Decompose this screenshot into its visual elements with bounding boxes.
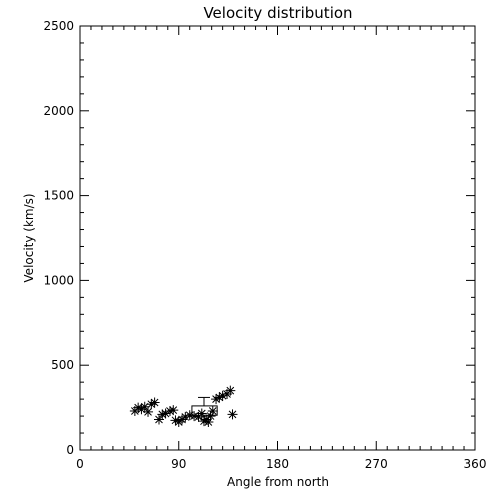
- y-tick-label: 500: [51, 358, 74, 372]
- data-point: [196, 408, 207, 419]
- y-axis-label: Velocity (km/s): [22, 193, 36, 282]
- x-tick-label: 180: [266, 457, 289, 471]
- y-tick-label: 0: [66, 443, 74, 457]
- y-tick-label: 1500: [43, 189, 74, 203]
- x-axis-label: Angle from north: [227, 475, 329, 489]
- axis-ticks: [79, 25, 476, 451]
- x-tick-label: 0: [76, 457, 84, 471]
- data-point: [180, 411, 191, 422]
- data-point: [205, 411, 216, 422]
- data-point: [170, 415, 181, 426]
- data-point: [146, 399, 157, 410]
- chart-title: Velocity distribution: [203, 4, 352, 22]
- data-point: [164, 405, 175, 416]
- data-point: [225, 385, 236, 396]
- data-point: [136, 404, 147, 415]
- data-points: [129, 385, 238, 428]
- data-point: [227, 409, 238, 420]
- data-point: [133, 402, 144, 413]
- data-point: [211, 394, 222, 405]
- x-tick-label: 360: [464, 457, 487, 471]
- data-point: [154, 414, 164, 425]
- data-point: [217, 390, 228, 401]
- data-point: [189, 411, 200, 422]
- data-point: [143, 406, 154, 417]
- data-point: [139, 401, 150, 412]
- data-point: [149, 397, 160, 408]
- y-tick-label: 2000: [43, 104, 74, 118]
- x-tick-label: 270: [365, 457, 388, 471]
- axis-tick-labels: 0 90 180 270 360 0 500 1000 1500 2000 2500: [43, 19, 486, 471]
- x-tick-label: 90: [171, 457, 186, 471]
- y-tick-label: 1000: [43, 273, 74, 287]
- data-point: [177, 414, 188, 425]
- data-point: [203, 417, 214, 428]
- data-point: [160, 408, 171, 419]
- data-point: [207, 405, 218, 416]
- y-tick-label: 2500: [43, 19, 74, 33]
- data-point: [168, 405, 179, 416]
- data-point: [173, 417, 184, 428]
- data-point: [184, 410, 195, 421]
- data-point: [157, 409, 168, 420]
- data-point: [214, 392, 225, 403]
